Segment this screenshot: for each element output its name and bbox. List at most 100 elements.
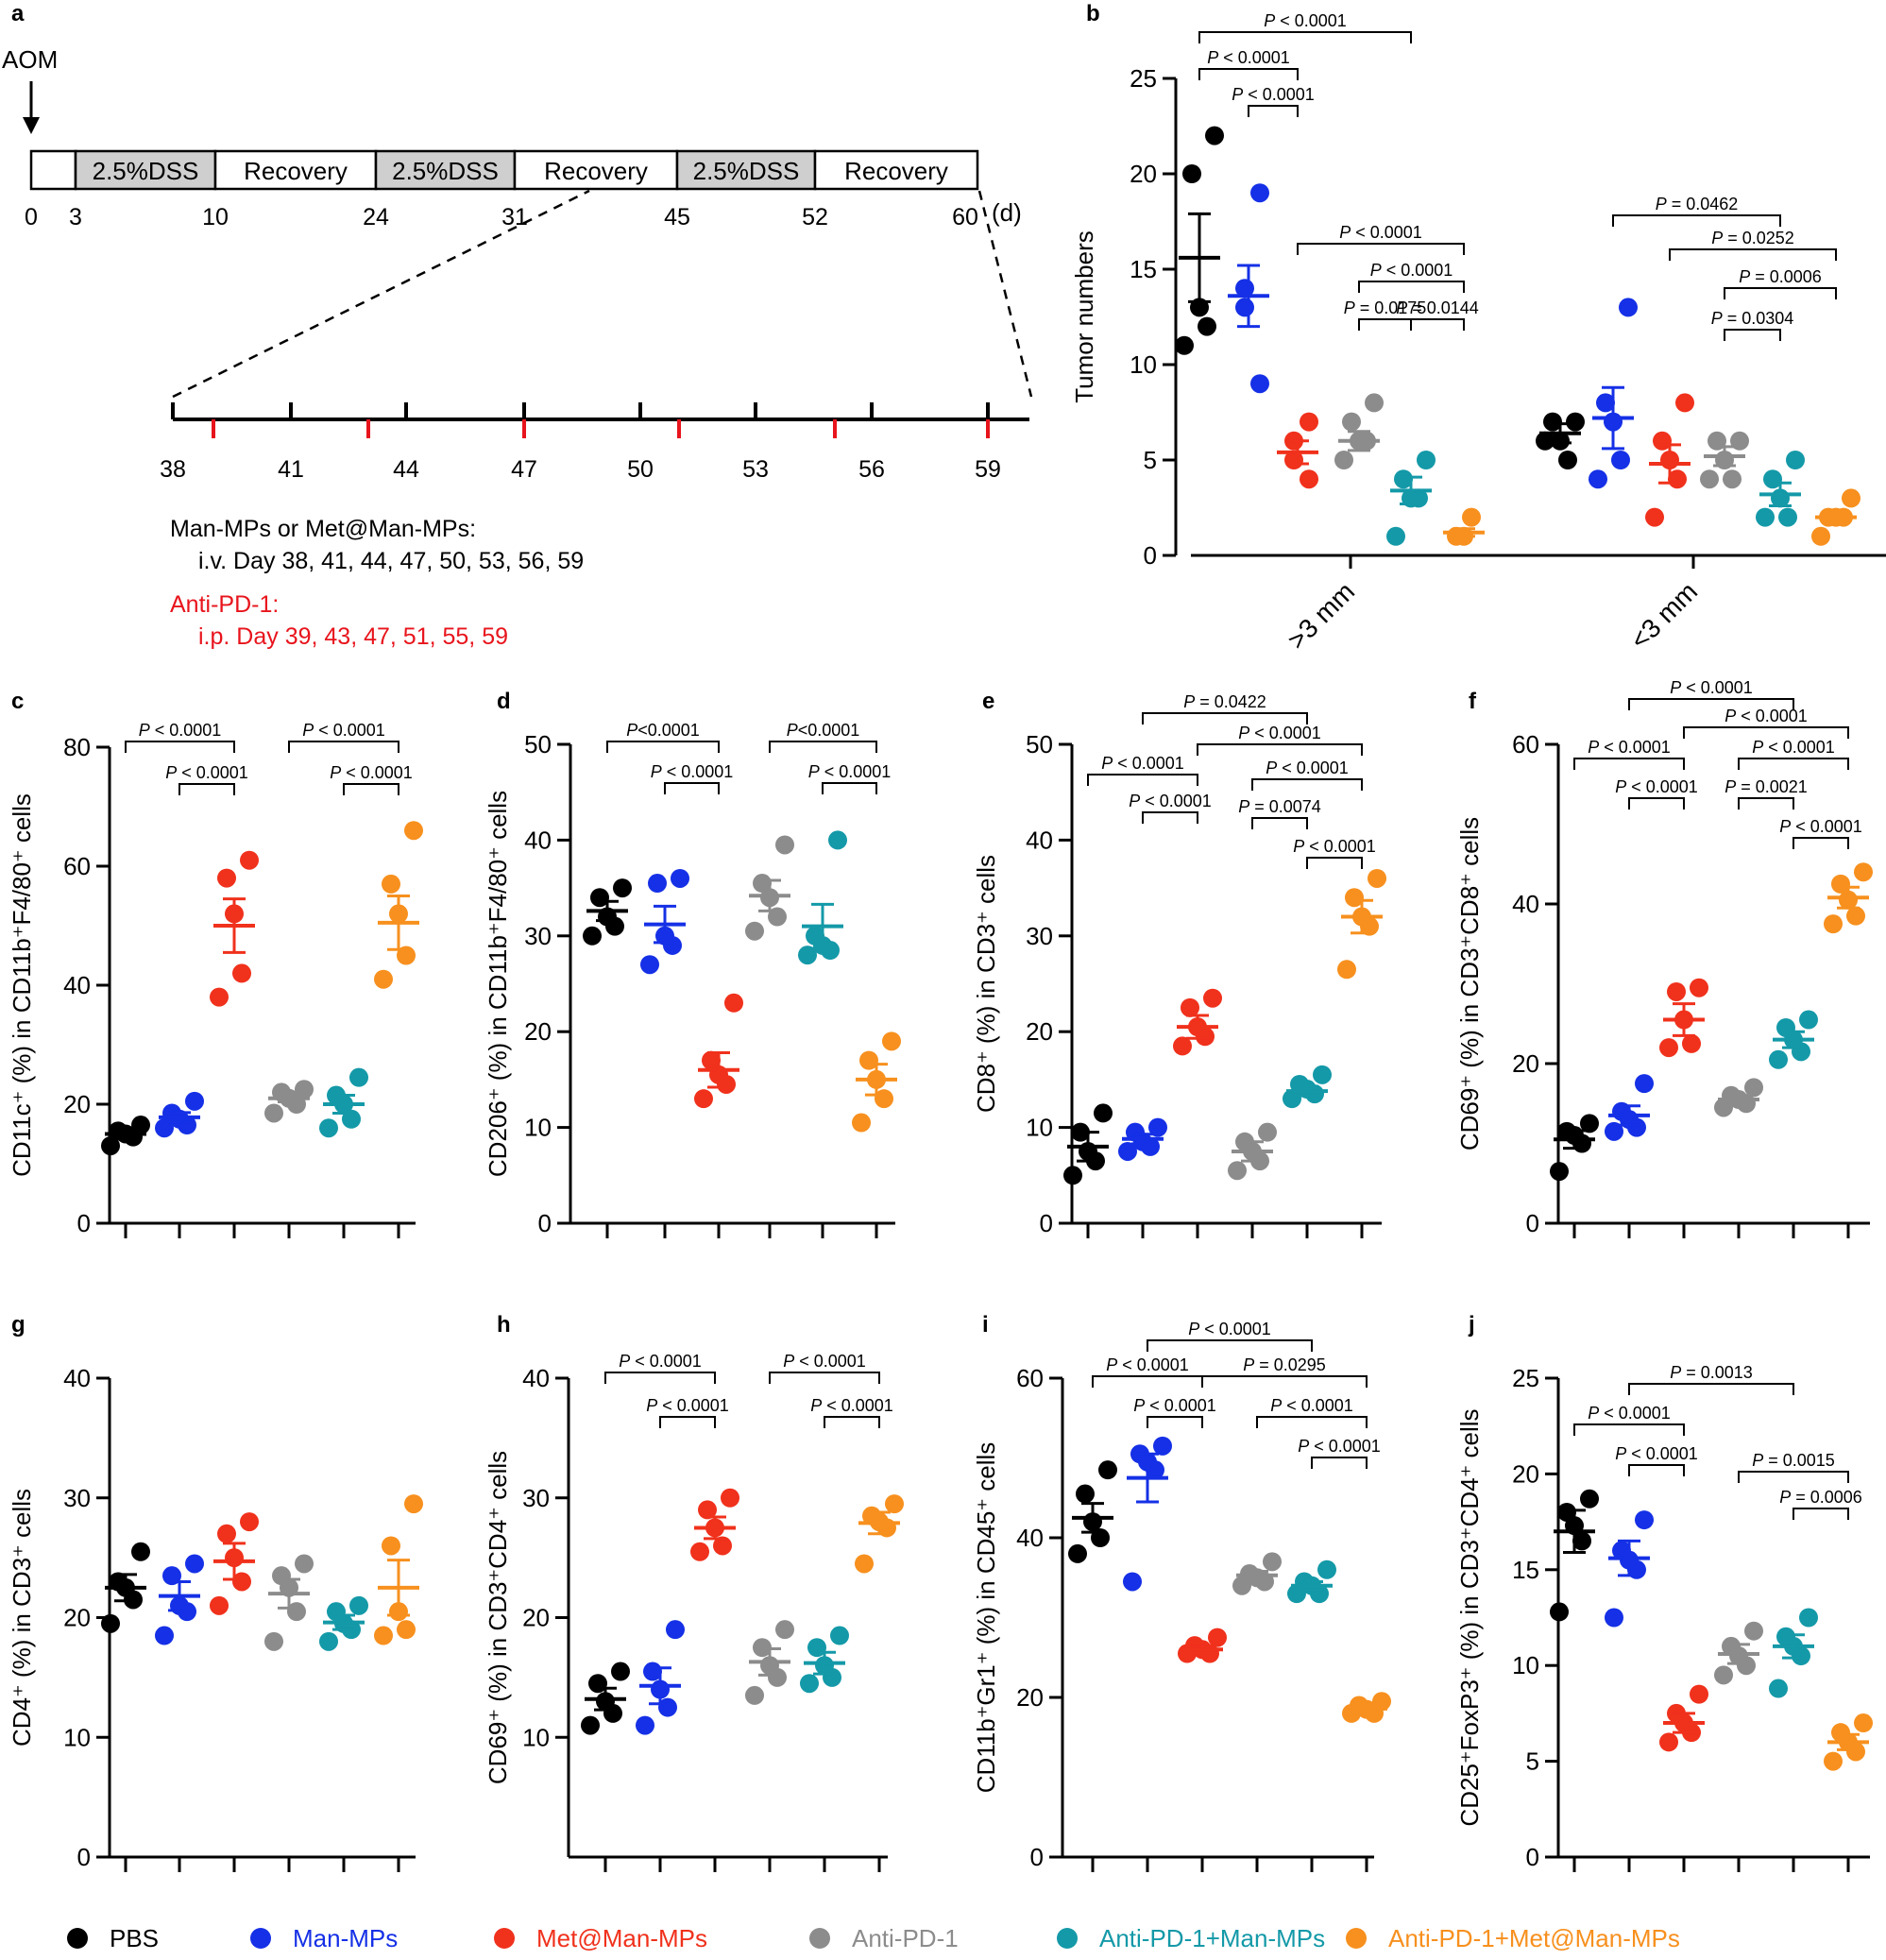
panel-i-cd11b-gr1: i 0 20 40 60 CD11b⁺Gr1⁺ (%) in CD45⁺ cells P <… xyxy=(972,1312,1391,1872)
significance-bracket xyxy=(1087,774,1198,786)
significance-bracket xyxy=(1251,778,1363,791)
data-point xyxy=(185,1091,204,1111)
y-axis-label: CD4⁺ (%) in CD3⁺ cells xyxy=(8,1489,36,1747)
data-point xyxy=(1846,1742,1865,1762)
significance-bracket xyxy=(1198,31,1412,43)
data-point xyxy=(1700,469,1719,489)
data-point xyxy=(1536,431,1555,451)
schedule-day-tick: 60 xyxy=(952,204,978,230)
significance-bracket xyxy=(1248,105,1299,117)
data-point xyxy=(1181,997,1199,1017)
data-point xyxy=(611,1662,630,1681)
significance-bracket xyxy=(1251,817,1308,829)
data-point xyxy=(1068,1543,1087,1563)
y-tick-label: 40 xyxy=(63,1364,91,1392)
significance-label: P = 0.0295 xyxy=(1243,1355,1326,1374)
schedule-day-tick: 10 xyxy=(202,204,229,230)
significance-bracket xyxy=(1738,797,1794,810)
significance-label: P<0.0001 xyxy=(787,721,860,740)
significance-label: P < 0.0001 xyxy=(651,762,734,781)
significance-bracket xyxy=(1628,1383,1794,1395)
schedule-segment-blank xyxy=(29,149,77,191)
data-point xyxy=(1690,978,1708,997)
data-point xyxy=(349,1595,368,1615)
data-point xyxy=(1831,874,1850,894)
data-point xyxy=(1619,298,1638,317)
significance-label: P < 0.0001 xyxy=(1779,817,1862,836)
zoom-dash-left xyxy=(172,189,590,399)
y-axis-label: CD206⁺ (%) in CD11b⁺F4/80⁺ cells xyxy=(484,791,512,1177)
data-point xyxy=(648,874,667,894)
significance-label: P < 0.0001 xyxy=(808,762,892,781)
y-axis-label: CD11b⁺Gr1⁺ (%) in CD45⁺ cells xyxy=(972,1442,1000,1794)
zoom-dash-right xyxy=(977,190,1033,398)
significance-label: P < 0.0001 xyxy=(330,763,413,782)
data-point xyxy=(1605,1608,1623,1628)
schedule-segment-label: Recovery xyxy=(244,157,348,185)
data-point xyxy=(1854,1713,1873,1733)
data-point xyxy=(1580,1489,1599,1508)
data-point xyxy=(1203,988,1222,1008)
legend-label: PBS xyxy=(110,1924,159,1952)
y-tick-label: 80 xyxy=(63,733,91,761)
legend-label: Anti-PD-1 xyxy=(852,1924,959,1952)
significance-label: P < 0.0001 xyxy=(302,721,385,740)
y-axis-label: CD69⁺ (%) in CD3⁺CD8⁺ cells xyxy=(1455,817,1484,1150)
significance-label: P < 0.0001 xyxy=(165,763,248,782)
data-point xyxy=(1250,374,1269,394)
significance-bracket xyxy=(178,783,235,795)
y-axis-label: CD8⁺ (%) in CD3⁺ cells xyxy=(972,855,1000,1113)
data-point xyxy=(1737,1656,1756,1676)
data-point xyxy=(1824,1751,1843,1771)
data-point xyxy=(1769,1679,1788,1698)
data-point xyxy=(1153,1436,1172,1456)
data-point xyxy=(1605,1121,1623,1141)
y-tick-label: 10 xyxy=(1512,1651,1539,1679)
significance-label: P < 0.0001 xyxy=(1101,754,1184,773)
y-tick-label: 20 xyxy=(63,1604,91,1632)
significance-bracket xyxy=(288,741,399,753)
y-tick-label: 0 xyxy=(77,1209,91,1237)
zoom-tick-label: 38 xyxy=(160,456,186,483)
data-point xyxy=(1205,126,1224,145)
data-point xyxy=(1786,451,1805,469)
y-tick-label: 50 xyxy=(1026,730,1053,758)
data-point xyxy=(1675,393,1694,413)
data-point xyxy=(1175,335,1194,355)
panel-label: e xyxy=(982,689,994,714)
data-point xyxy=(210,1595,229,1615)
data-point xyxy=(1228,1161,1247,1181)
data-point xyxy=(698,1500,717,1520)
data-point xyxy=(1208,1628,1227,1647)
significance-bracket xyxy=(1410,318,1465,331)
data-point xyxy=(1596,393,1615,413)
significance-label: P<0.0001 xyxy=(626,721,700,740)
data-point xyxy=(1645,507,1664,527)
data-point xyxy=(1659,1732,1678,1752)
data-point xyxy=(775,835,794,855)
significance-label: P < 0.0001 xyxy=(1188,1320,1271,1338)
data-point xyxy=(1250,183,1269,203)
data-point xyxy=(717,1074,736,1094)
panel-c-cd11c: c 0 20 40 60 80 CD11c⁺ (%) in CD11b⁺F4/80⁺ cel… xyxy=(8,689,423,1238)
schedule-segment-dss xyxy=(74,149,217,191)
data-point xyxy=(745,921,764,941)
significance-label: P < 0.0001 xyxy=(1588,1404,1671,1423)
aom-label: AOM xyxy=(2,45,58,74)
significance-label: P < 0.0001 xyxy=(1615,1444,1698,1463)
significance-bracket xyxy=(1793,1508,1849,1520)
zoom-timeline: 38 41 44 47 50 53 56 59 xyxy=(160,402,1029,483)
data-point xyxy=(821,941,840,961)
significance-label: P < 0.0001 xyxy=(783,1352,866,1371)
legend: PBS Man-MPs Met@Man-MPs Anti-PD-1 Anti-PD-1+… xyxy=(67,1924,1680,1952)
y-tick-label: 30 xyxy=(524,922,552,950)
panel-label: f xyxy=(1469,689,1477,714)
significance-label: P = 0.0074 xyxy=(1238,797,1321,816)
y-tick-label: 20 xyxy=(1130,160,1157,188)
zoom-tick-label: 44 xyxy=(393,456,419,483)
significance-bracket xyxy=(822,782,877,794)
y-tick-label: 40 xyxy=(1512,890,1539,918)
significance-bracket xyxy=(1573,758,1685,770)
significance-label: P < 0.0001 xyxy=(1266,758,1349,777)
